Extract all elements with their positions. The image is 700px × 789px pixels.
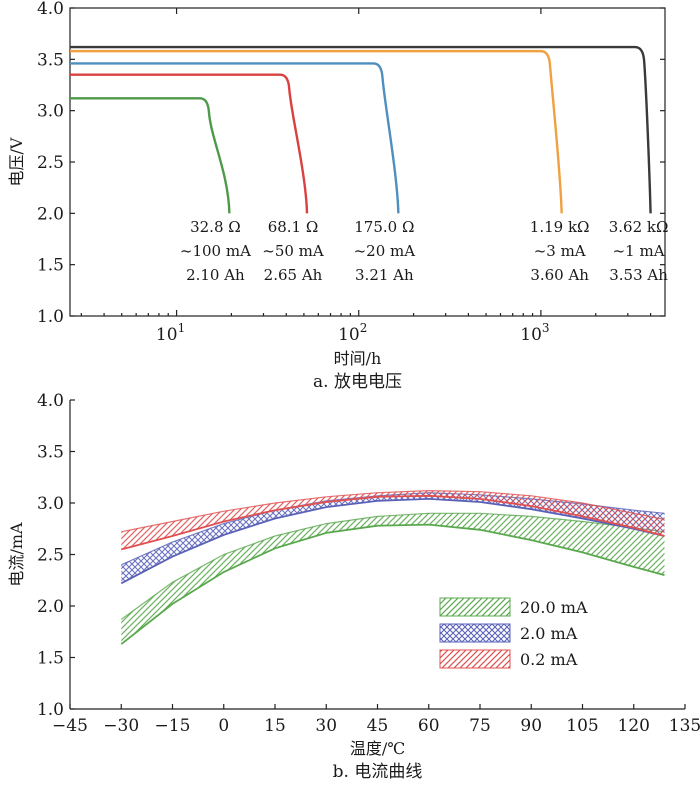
x-tick-label: 120 [618, 716, 650, 736]
series-annotation: 175.0 Ω [354, 218, 414, 236]
band-0-2-mA [121, 489, 665, 551]
y-tick-label: 3.5 [37, 443, 64, 463]
series-annotation: 2.65 Ah [264, 266, 323, 284]
y-tick-label: 1.0 [37, 307, 64, 327]
x-tick-exponent: 3 [542, 321, 550, 335]
series-annotation: 2.10 Ah [186, 266, 245, 284]
legend-swatch [439, 649, 511, 669]
x-tick-base: 10 [156, 325, 178, 345]
x-tick-exponent: 2 [360, 321, 368, 335]
y-tick-label: 1.5 [37, 649, 64, 669]
y-tick-label: 2.0 [37, 204, 64, 224]
x-tick-base: 10 [338, 325, 360, 345]
y-tick-label: 2.5 [37, 153, 64, 173]
y-tick-label: 1.5 [37, 256, 64, 276]
x-tick-label: −45 [52, 716, 88, 736]
y-tick-label: 4.0 [37, 0, 64, 19]
x-axis-label: 时间/h [334, 349, 382, 368]
x-tick-label: 15 [264, 716, 286, 736]
legend-label: 20.0 mA [520, 598, 588, 617]
x-tick-label: 45 [367, 716, 389, 736]
caption-b: b. 电流曲线 [333, 762, 423, 782]
band-upper-edge [121, 489, 665, 533]
y-axis-label: 电压/V [7, 137, 26, 186]
x-tick-base: 10 [520, 325, 542, 345]
y-tick-label: 3.0 [37, 102, 64, 122]
y-tick-label: 1.0 [37, 700, 64, 720]
y-tick-label: 4.0 [37, 391, 64, 411]
x-tick-label: 0 [218, 716, 229, 736]
y-tick-label: 2.0 [37, 597, 64, 617]
band-20-0-mA [120, 512, 665, 645]
series-annotation: ~3 mA [534, 242, 586, 260]
x-tick-label: 135 [669, 716, 700, 736]
discharge-line-4 [70, 49, 563, 214]
x-tick-label: 30 [315, 716, 337, 736]
discharge-line-1 [70, 97, 231, 214]
series-annotation: ~100 mA [180, 242, 251, 260]
series-annotation: 3.21 Ah [355, 266, 414, 284]
band-upper-edge [120, 512, 665, 620]
x-tick-label: 60 [418, 716, 440, 736]
panel-b-current-curves: 1.0 1.5 2.0 2.5 3.0 3.5 4.0 −45 −30 −15 0 15 30 45 60 7… [7, 391, 700, 782]
series-annotation: 3.60 Ah [530, 266, 589, 284]
y-tick-label: 3.0 [37, 494, 64, 514]
legend-swatch [439, 597, 511, 617]
x-tick-label: −15 [155, 716, 191, 736]
series-annotation: ~1 mA [613, 242, 665, 260]
series-annotation: ~50 mA [262, 242, 324, 260]
series-annotation: 3.62 kΩ [609, 218, 669, 236]
x-axis-label: 温度/℃ [350, 739, 405, 758]
discharge-line-2 [70, 73, 309, 214]
series-annotation: 68.1 Ω [268, 218, 319, 236]
x-tick-exponent: 1 [178, 321, 186, 335]
caption-a: a. 放电电压 [313, 372, 402, 392]
discharge-line-5 [70, 45, 652, 214]
x-tick-label: 101 [156, 321, 185, 345]
series-annotation: 32.8 Ω [190, 218, 241, 236]
x-tick-label: 103 [520, 321, 549, 345]
x-tick-label: 105 [566, 716, 598, 736]
legend-swatch [439, 623, 511, 643]
series-annotation: 3.53 Ah [609, 266, 668, 284]
discharge-line-3 [70, 62, 400, 214]
band-lower-edge [120, 523, 665, 645]
legend-label: 2.0 mA [520, 624, 578, 643]
x-tick-label: 90 [520, 716, 542, 736]
series-annotation: ~20 mA [354, 242, 416, 260]
legend: 20.0 mA 2.0 mA 0.2 mA [439, 597, 588, 669]
x-tick-label: 102 [338, 321, 367, 345]
y-tick-label: 3.5 [37, 50, 64, 70]
x-tick-label: −30 [103, 716, 139, 736]
y-tick-label: 2.5 [37, 546, 64, 566]
y-axis-label: 电流/mA [7, 522, 26, 587]
band-lower-edge [120, 497, 665, 585]
legend-label: 0.2 mA [520, 650, 578, 669]
band-fill [121, 513, 665, 645]
x-tick-label: 75 [469, 716, 491, 736]
band-lower-edge [121, 494, 665, 551]
series-annotation: 1.19 kΩ [530, 218, 590, 236]
